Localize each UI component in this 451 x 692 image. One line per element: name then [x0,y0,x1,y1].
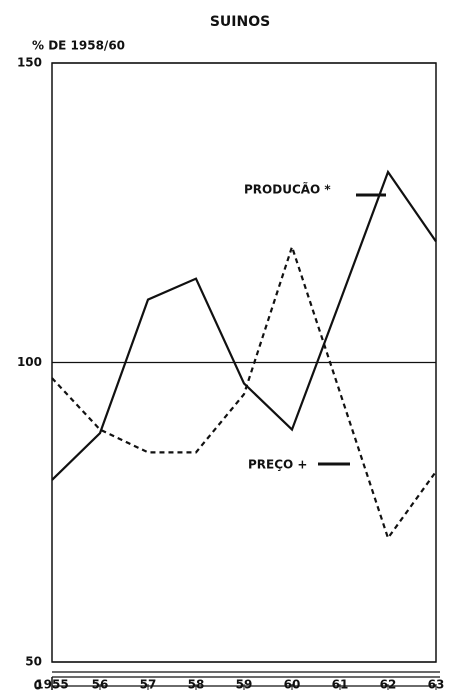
x-tick-label: 63 [428,678,445,692]
y-axis-label: % DE 1958/60 [32,39,125,53]
series-line [51,243,437,541]
x-tick-label: 58 [188,678,205,692]
y-tick-label: 100 [17,355,42,369]
legend-label: PREÇO + [248,458,307,472]
series-line [51,169,437,481]
x-tick-label: 62 [380,678,397,692]
x-tick-label: 57 [140,678,157,692]
x-tick-label: 60 [284,678,301,692]
x-tick-label: 59 [236,678,253,692]
y-tick-label: 150 [17,56,42,70]
y-tick-label: 50 [25,655,42,669]
y-tick-label: 0 [34,679,42,692]
x-tick-label: 1955 [35,678,68,692]
x-tick-label: 61 [332,678,349,692]
chart-title: SUINOS [210,14,270,30]
x-tick-label: 56 [92,678,109,692]
legend-label: PRODUCÃO * [244,182,331,197]
